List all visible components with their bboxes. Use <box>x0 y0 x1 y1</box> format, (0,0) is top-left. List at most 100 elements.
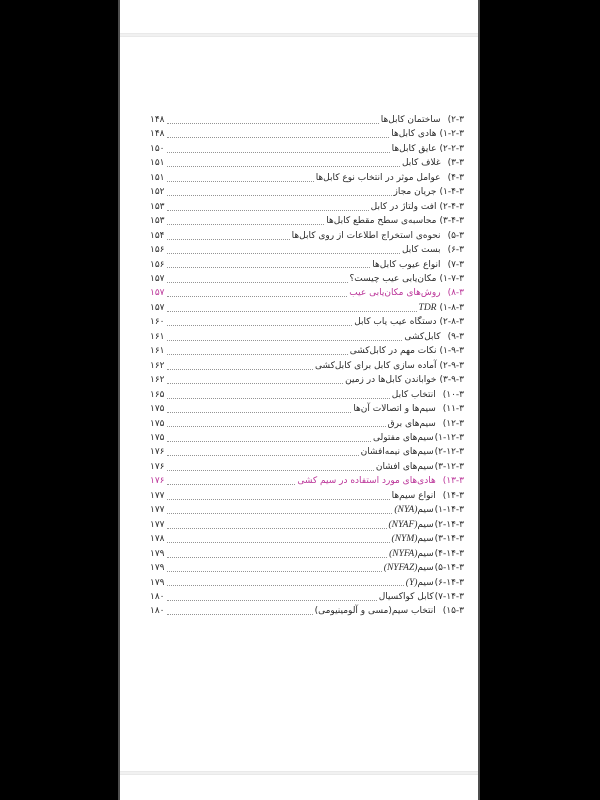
toc-entry-number: (۶-۳ <box>447 245 464 256</box>
toc-entry-number: (۲-۹-۳ <box>439 360 464 371</box>
toc-entry-number: (۸-۳ <box>447 288 464 299</box>
toc-entry: (۲-۲-۳ عایق کابل‌ها ۱۵۰ <box>150 142 464 156</box>
toc-entry-title: بست کابل <box>401 245 441 256</box>
toc-entry: (۳-۴-۳ محاسبه‌ی سطح مقطع کابل‌ها ۱۵۳ <box>150 214 464 228</box>
toc-leader-dots <box>166 513 393 515</box>
toc-leader-dots <box>166 238 290 240</box>
toc-entry-page-number: ۱۷۶ <box>150 447 165 458</box>
toc-entry-title: مکان‌یابی عیب چیست؟ <box>349 273 437 284</box>
toc-entry-title: افت ولتاژ در کابل <box>370 201 437 212</box>
toc-entry: (۳-۱۲-۳ سیم‌های افشان ۱۷۶ <box>150 460 464 474</box>
toc-entry-page-number: ۱۵۷ <box>150 273 165 284</box>
toc-entry: (۳-۹-۳ خواباندن کابل‌ها در زمین ۱۶۲ <box>150 373 464 387</box>
toc-entry-number: (۱-۲-۳ <box>439 129 464 140</box>
toc-entry-number: (۱۵-۳ <box>442 606 464 617</box>
toc-entry-number: (۲-۸-۳ <box>439 317 464 328</box>
toc-entry-page-number: ۱۶۱ <box>150 346 165 357</box>
toc-leader-dots <box>166 412 352 414</box>
toc-entry: (۲-۱۲-۳ سیم‌های نیمه‌افشان ۱۷۶ <box>150 445 464 459</box>
toc-leader-dots <box>166 599 377 601</box>
toc-entry-link[interactable]: (۸-۳ روش‌های مکان‌یابی عیب ۱۵۷ <box>150 286 464 300</box>
toc-leader-dots <box>166 224 325 226</box>
toc-entry-page-number: ۱۷۹ <box>150 577 165 588</box>
document-page: (۲-۳ ساختمان کابل‌ها ۱۴۸ (۱-۲-۳ هادی کاب… <box>118 0 480 800</box>
toc-leader-dots <box>166 484 296 486</box>
toc-entry-page-number: ۱۷۶ <box>150 461 165 472</box>
toc-entry-number: (۱۲-۳ <box>442 418 464 429</box>
toc-leader-dots <box>166 122 379 124</box>
toc-entry-latin-code: (Y) <box>405 577 418 588</box>
toc-entry-link[interactable]: (۱۳-۳ هادی‌های مورد استفاده در سیم کشی ۱… <box>150 474 464 488</box>
toc-entry: (۵-۳ نحوه‌ی استخراج اطلاعات از روی کابل‌… <box>150 229 464 243</box>
toc-entry-page-number: ۱۷۵ <box>150 404 165 415</box>
toc-entry: (۴-۱۴-۳ سیم (NYFA) ۱۷۹ <box>150 547 464 561</box>
page-separator-top <box>120 33 478 37</box>
toc-entry: (۲-۴-۳ افت ولتاژ در کابل ۱۵۳ <box>150 200 464 214</box>
toc-entry-number: (۵-۱۴-۳ <box>434 563 464 574</box>
toc-entry-title: جریان مجاز <box>393 187 437 198</box>
toc-entry-number: (۵-۳ <box>447 230 464 241</box>
toc-entry-title: نکات مهم در کابل‌کشی <box>349 346 437 357</box>
toc-entry: (۱-۸-۳ TDR ۱۵۷ <box>150 301 464 315</box>
toc-entry-number: (۷-۳ <box>447 259 464 270</box>
toc-leader-dots <box>166 195 392 197</box>
toc-entry-title: سیم‌های نیمه‌افشان <box>360 447 434 458</box>
toc-entry-number: (۱-۹-۳ <box>439 346 464 357</box>
toc-entry-title: سیم <box>417 548 434 559</box>
toc-entry-number: (۲-۴-۳ <box>439 201 464 212</box>
toc-entry-page-number: ۱۵۱ <box>150 158 165 169</box>
toc-entry: (۱-۷-۳ مکان‌یابی عیب چیست؟ ۱۵۷ <box>150 272 464 286</box>
toc-entry-page-number: ۱۵۶ <box>150 245 165 256</box>
toc-leader-dots <box>166 166 400 168</box>
toc-entry-title: کابل کواکسیال <box>378 591 434 602</box>
toc-entry-number: (۳-۹-۳ <box>439 375 464 386</box>
toc-leader-dots <box>166 325 353 327</box>
toc-entry-latin-code: (NYFAZ) <box>383 563 418 574</box>
toc-entry: (۹-۳ کابل‌کشی ۱۶۱ <box>150 330 464 344</box>
toc-entry-title: سیم <box>417 563 434 574</box>
toc-entry-title: انتخاب سیم(مسی و آلومینیومی) <box>314 606 436 617</box>
toc-entry: (۷-۳ انواع عیوب کابل‌ها ۱۵۶ <box>150 258 464 272</box>
toc-entry-title: سیم‌های افشان <box>375 461 434 472</box>
toc-leader-dots <box>166 397 390 399</box>
toc-entry-page-number: ۱۶۰ <box>150 317 165 328</box>
toc-leader-dots <box>166 383 344 385</box>
toc-leader-dots <box>166 354 348 356</box>
toc-entry-title: نحوه‌ی استخراج اطلاعات از روی کابل‌ها <box>291 230 441 241</box>
toc-entry-number: (۱-۱۲-۳ <box>434 432 464 443</box>
toc-entry-page-number: ۱۷۷ <box>150 505 165 516</box>
toc-entry-title: روش‌های مکان‌یابی عیب <box>349 288 441 299</box>
toc-leader-dots <box>166 253 400 255</box>
toc-entry-page-number: ۱۵۶ <box>150 259 165 270</box>
toc-entry-latin-code: (NYM) <box>391 534 418 545</box>
toc-entry-title: هادی‌های مورد استفاده در سیم کشی <box>297 476 436 487</box>
toc-entry-page-number: ۱۶۲ <box>150 375 165 386</box>
toc-entry-number: (۲-۱۲-۳ <box>434 447 464 458</box>
toc-entry-title: سیم‌ها و اتصالات آن‌ها <box>353 404 436 415</box>
toc-entry: (۱۱-۳ سیم‌ها و اتصالات آن‌ها ۱۷۵ <box>150 402 464 416</box>
toc-entry-number: (۱-۱۴-۳ <box>434 505 464 516</box>
toc-entry-page-number: ۱۶۱ <box>150 331 165 342</box>
toc-leader-dots <box>166 527 387 529</box>
toc-entry-number: (۲-۲-۳ <box>439 143 464 154</box>
toc-leader-dots <box>166 281 348 283</box>
toc-entry: (۱-۴-۳ جریان مجاز ۱۵۲ <box>150 185 464 199</box>
toc-entry: (۳-۱۴-۳ سیم (NYM) ۱۷۸ <box>150 532 464 546</box>
toc-entry-title: عوامل موثر در انتخاب نوع کابل‌ها <box>315 172 441 183</box>
toc-entry-title: سیم <box>417 577 434 588</box>
toc-entry-number: (۲-۱۴-۳ <box>434 519 464 530</box>
toc-leader-dots <box>166 368 314 370</box>
toc-entry-title: سیم <box>417 534 434 545</box>
toc-leader-dots <box>166 571 382 572</box>
toc-entry-title: عایق کابل‌ها <box>391 143 437 154</box>
toc-entry-number: (۴-۱۴-۳ <box>434 548 464 559</box>
toc-entry-title: هادی کابل‌ها <box>391 129 437 140</box>
toc-entry-page-number: ۱۷۹ <box>150 548 165 559</box>
toc-entry: (۲-۸-۳ دستگاه عیب یاب کابل ۱۶۰ <box>150 315 464 329</box>
toc-entry-title: انواع عیوب کابل‌ها <box>372 259 441 270</box>
toc-entry-number: (۱-۴-۳ <box>439 187 464 198</box>
toc-entry-number: (۱-۷-۳ <box>439 273 464 284</box>
toc-entry-number: (۳-۳ <box>447 158 464 169</box>
toc-entry-title: خواباندن کابل‌ها در زمین <box>345 375 437 386</box>
toc-entry-title: محاسبه‌ی سطح مقطع کابل‌ها <box>326 216 437 227</box>
